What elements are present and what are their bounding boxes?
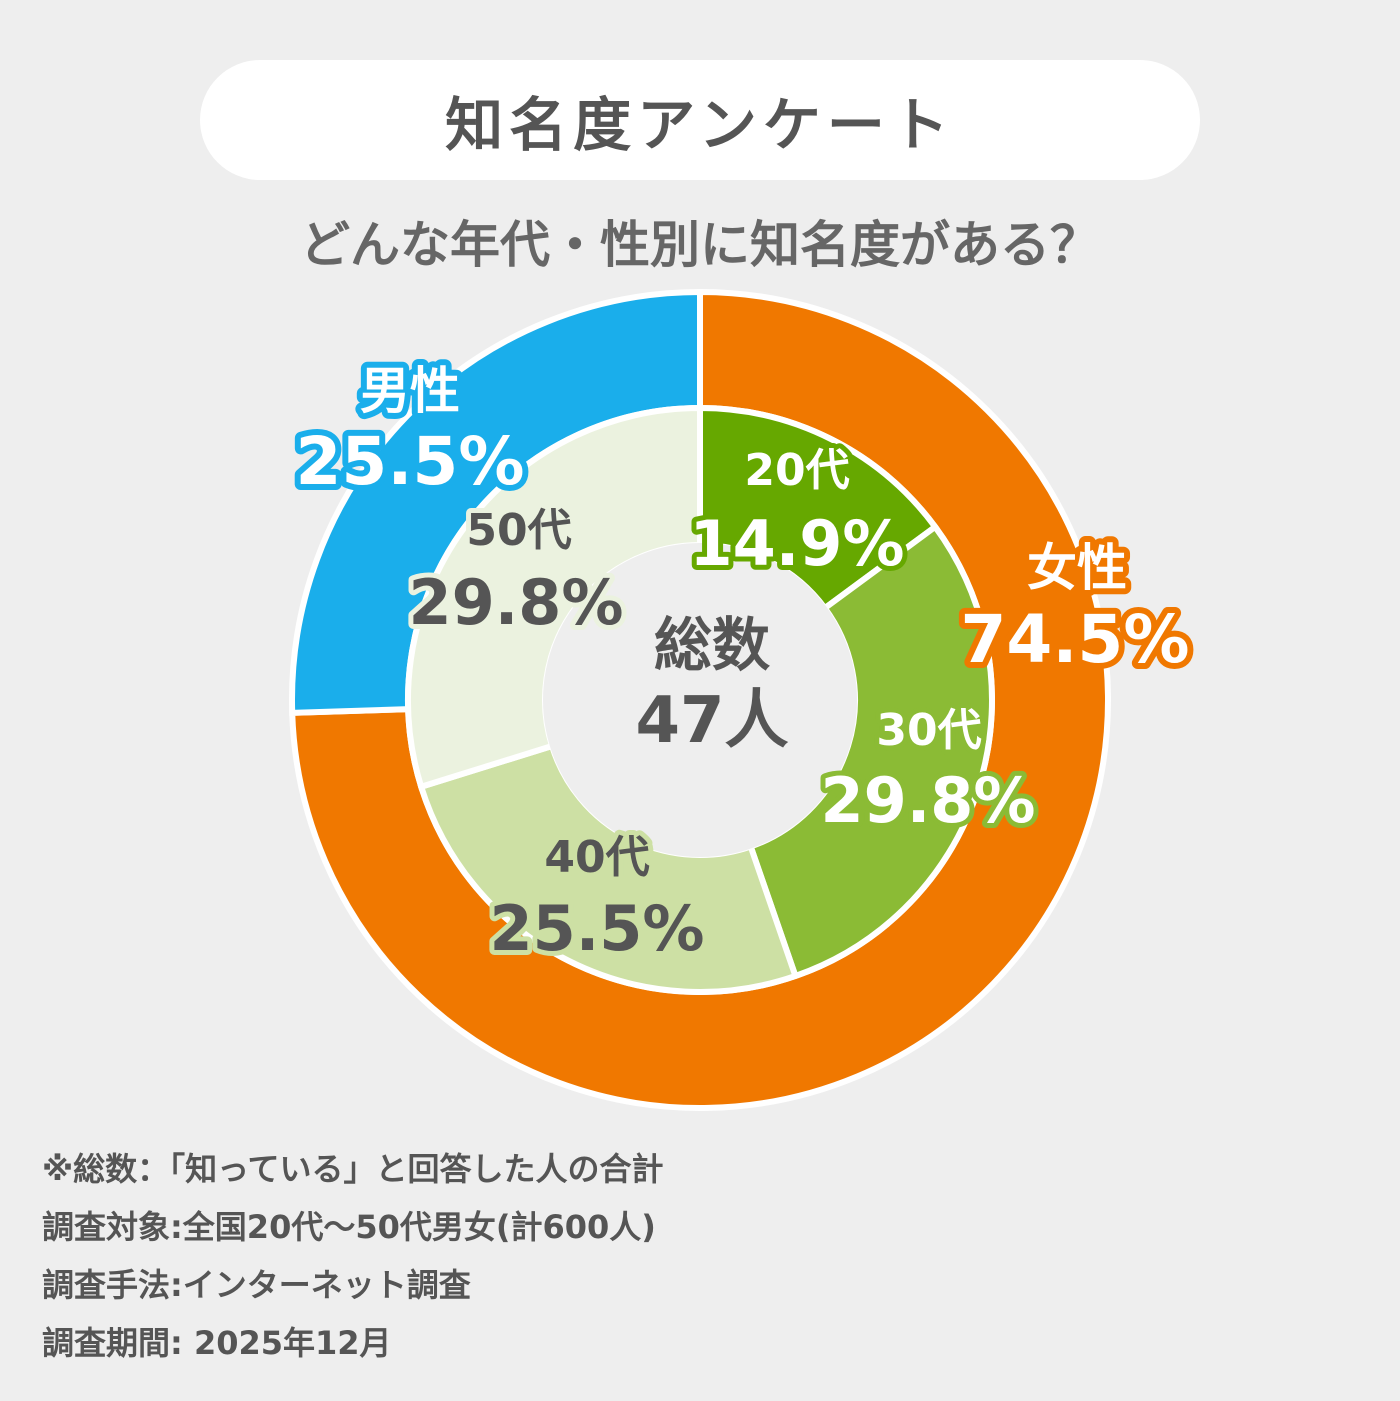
- note-target: 調査対象:全国20代～50代男女(計600人): [42, 1208, 656, 1246]
- age20-value-label: 14.9%: [689, 507, 904, 580]
- center-hole: [543, 543, 857, 857]
- age50-value-label: 29.8%: [408, 566, 623, 639]
- note-period: 調査期間: 2025年12月: [42, 1324, 392, 1362]
- note-method: 調査手法:インターネット調査: [42, 1266, 471, 1304]
- age40-category-label: 40代: [544, 832, 649, 883]
- age30-value-label: 29.8%: [820, 764, 1035, 837]
- center-label: 総数: [654, 611, 770, 679]
- female-category-label: 女性: [1027, 539, 1127, 597]
- age20-category-label: 20代: [744, 445, 849, 496]
- inner-ring: [405, 404, 995, 995]
- footnotes: ※総数：「知っている」と回答した人の合計 調査対象:全国20代～50代男女(計6…: [42, 1140, 664, 1372]
- age40-value-label: 25.5%: [489, 892, 704, 965]
- title-banner: 知名度アンケート: [200, 60, 1200, 180]
- note-total: ※総数：「知っている」と回答した人の合計: [42, 1150, 664, 1188]
- page-title: 知名度アンケート: [445, 91, 955, 159]
- subtitle: どんな年代・性別に知名度がある？: [300, 216, 1100, 274]
- male-category-label: 男性: [360, 362, 460, 420]
- age30-category-label: 30代: [876, 705, 981, 756]
- female-value-label: 74.5%: [961, 601, 1190, 678]
- center-value: 47人: [635, 684, 788, 758]
- male-value-label: 25.5%: [296, 423, 525, 500]
- age50-category-label: 50代: [466, 505, 571, 556]
